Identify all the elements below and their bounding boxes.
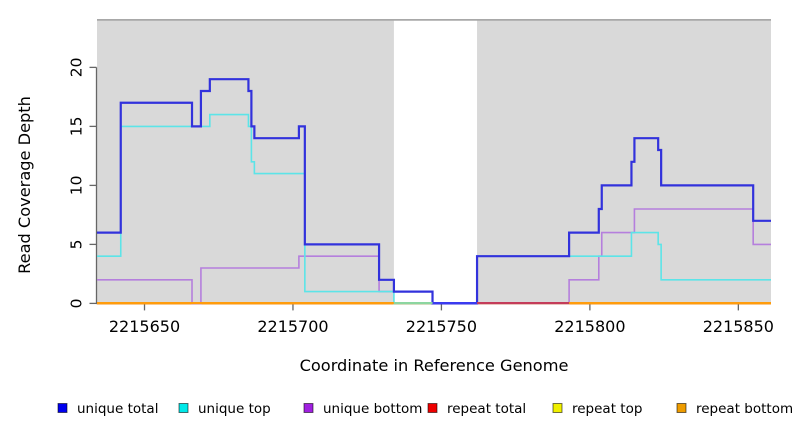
y-tick-label-20: 20 [68,58,86,78]
x-axis-title: Coordinate in Reference Genome [300,356,569,375]
x-tick-label-2215700: 2215700 [257,317,328,336]
coverage-highlight-band [477,19,771,304]
legend-swatch-unique-total [57,403,68,413]
legend-label-repeat-bottom: repeat bottom [696,401,792,417]
x-tick-label-2215800: 2215800 [554,317,625,336]
coverage-highlight-band [97,19,394,304]
legend-item-repeat-top: repeat top [552,401,642,417]
legend-label-unique-bottom: unique bottom [323,401,422,417]
legend: unique total unique top unique bottom repea… [57,401,792,417]
y-tick-label-5: 5 [68,239,86,249]
legend-swatch-unique-bottom [303,403,314,413]
y-tick-label-15: 15 [68,117,86,137]
x-tick-label-2215650: 2215650 [109,317,180,336]
legend-swatch-repeat-top [552,403,563,413]
series-line-unique-total [97,78,771,305]
legend-label-repeat-total: repeat total [447,401,526,417]
legend-label-unique-total: unique total [77,401,158,417]
legend-item-repeat-bottom: repeat bottom [676,401,792,417]
x-tick-label-2215850: 2215850 [703,317,774,336]
y-axis-title: Read Coverage Depth [15,96,34,274]
legend-swatch-repeat-total [427,403,438,413]
legend-item-unique-bottom: unique bottom [303,401,422,417]
legend-swatch-repeat-bottom [676,403,687,413]
x-tick-label-2215750: 2215750 [406,317,477,336]
legend-label-unique-top: unique top [198,401,271,417]
legend-item-unique-total: unique total [57,401,158,417]
legend-item-repeat-total: repeat total [427,401,526,417]
y-tick-label-10: 10 [68,176,86,196]
legend-item-unique-top: unique top [178,401,271,417]
legend-label-repeat-top: repeat top [572,401,642,417]
legend-swatch-unique-top [178,403,189,413]
highlight-bands [97,18,771,304]
y-tick-label-0: 0 [68,298,86,308]
